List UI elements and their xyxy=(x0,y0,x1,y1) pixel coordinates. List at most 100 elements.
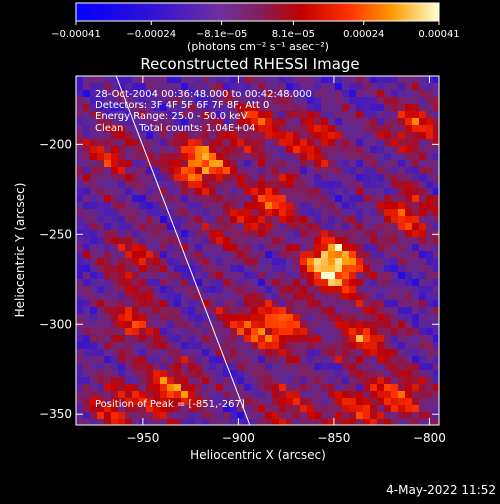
heatmap-cell xyxy=(335,83,343,91)
heatmap-cell xyxy=(363,90,371,98)
heatmap-cell xyxy=(202,209,210,217)
heatmap-cell xyxy=(76,160,84,168)
heatmap-cell xyxy=(146,83,154,91)
heatmap-cell xyxy=(195,314,203,322)
heatmap-cell xyxy=(230,258,238,266)
heatmap-cell xyxy=(97,111,105,119)
heatmap-cell xyxy=(314,223,322,231)
heatmap-cell xyxy=(125,272,133,280)
heatmap-cell xyxy=(181,272,189,280)
heatmap-cell xyxy=(363,384,371,392)
heatmap-cell xyxy=(342,377,350,385)
heatmap-cell xyxy=(412,195,420,203)
heatmap-cell xyxy=(202,125,210,133)
heatmap-cell xyxy=(398,370,406,378)
heatmap-cell xyxy=(153,384,161,392)
heatmap-cell xyxy=(237,223,245,231)
heatmap-cell xyxy=(335,419,343,425)
heatmap-cell xyxy=(300,265,308,273)
heatmap-cell xyxy=(251,412,259,420)
heatmap-cell xyxy=(111,90,119,98)
heatmap-cell xyxy=(111,230,119,238)
heatmap-cell xyxy=(300,76,308,84)
heatmap-cell xyxy=(321,202,329,210)
heatmap-cell xyxy=(223,216,231,224)
heatmap-cell xyxy=(293,258,301,266)
heatmap-cell xyxy=(412,181,420,189)
heatmap-cell xyxy=(363,104,371,112)
heatmap-cell xyxy=(363,286,371,294)
heatmap-cell xyxy=(279,251,287,259)
heatmap-cell xyxy=(244,398,252,406)
heatmap-cell xyxy=(216,167,224,175)
heatmap-cell xyxy=(230,181,238,189)
heatmap-cell xyxy=(223,384,231,392)
heatmap-cell xyxy=(174,132,182,140)
heatmap-cell xyxy=(314,405,322,413)
heatmap-cell xyxy=(349,258,357,266)
heatmap-cell xyxy=(237,258,245,266)
heatmap-cell xyxy=(146,209,154,217)
heatmap-cell xyxy=(76,230,84,238)
heatmap-cell xyxy=(223,272,231,280)
heatmap-cell xyxy=(328,419,336,425)
heatmap-cell xyxy=(342,356,350,364)
heatmap-cell xyxy=(244,265,252,273)
heatmap-cell xyxy=(76,286,84,294)
heatmap-cell xyxy=(384,237,392,245)
heatmap-cell xyxy=(251,363,259,371)
heatmap-cell xyxy=(174,153,182,161)
heatmap-cell xyxy=(328,202,336,210)
heatmap-cell xyxy=(363,363,371,371)
heatmap-cell xyxy=(328,328,336,336)
heatmap-cell xyxy=(223,342,231,350)
heatmap-cell xyxy=(153,83,161,91)
heatmap-cell xyxy=(286,237,294,245)
heatmap-cell xyxy=(244,216,252,224)
heatmap-cell xyxy=(293,90,301,98)
heatmap-cell xyxy=(391,342,399,350)
heatmap-cell xyxy=(251,384,259,392)
heatmap-cell xyxy=(97,391,105,399)
heatmap-cell xyxy=(118,412,126,420)
heatmap-cell xyxy=(272,237,280,245)
heatmap-cell xyxy=(118,167,126,175)
heatmap-cell xyxy=(286,419,294,425)
heatmap-cell xyxy=(153,307,161,315)
heatmap-cell xyxy=(356,181,364,189)
heatmap-cell xyxy=(174,160,182,168)
heatmap-cell xyxy=(181,405,189,413)
heatmap-cell xyxy=(433,391,439,399)
heatmap-cell xyxy=(321,90,329,98)
heatmap-cell xyxy=(363,335,371,343)
heatmap-cell xyxy=(111,307,119,315)
heatmap-cell xyxy=(118,230,126,238)
heatmap-cell xyxy=(286,328,294,336)
heatmap-cell xyxy=(307,195,315,203)
heatmap-cell xyxy=(223,300,231,308)
heatmap-cell xyxy=(391,405,399,413)
heatmap-cell xyxy=(384,76,392,84)
heatmap-cell xyxy=(153,202,161,210)
heatmap-cell xyxy=(433,195,439,203)
heatmap-cell xyxy=(349,328,357,336)
heatmap-cell xyxy=(146,349,154,357)
heatmap-cell xyxy=(426,125,434,133)
heatmap-cell xyxy=(111,328,119,336)
heatmap-cell xyxy=(195,384,203,392)
heatmap-cell xyxy=(209,356,217,364)
heatmap-cell xyxy=(195,363,203,371)
heatmap-cell xyxy=(377,370,385,378)
heatmap-cell xyxy=(216,419,224,425)
heatmap-cell xyxy=(160,244,168,252)
heatmap-cell xyxy=(251,209,259,217)
heatmap-cell xyxy=(230,244,238,252)
heatmap-cell xyxy=(384,104,392,112)
heatmap-cell xyxy=(328,279,336,287)
heatmap-cell xyxy=(384,321,392,329)
heatmap-cell xyxy=(335,237,343,245)
heatmap-cell xyxy=(328,118,336,126)
heatmap-cell xyxy=(398,349,406,357)
heatmap-cell xyxy=(342,272,350,280)
heatmap-cell xyxy=(300,307,308,315)
